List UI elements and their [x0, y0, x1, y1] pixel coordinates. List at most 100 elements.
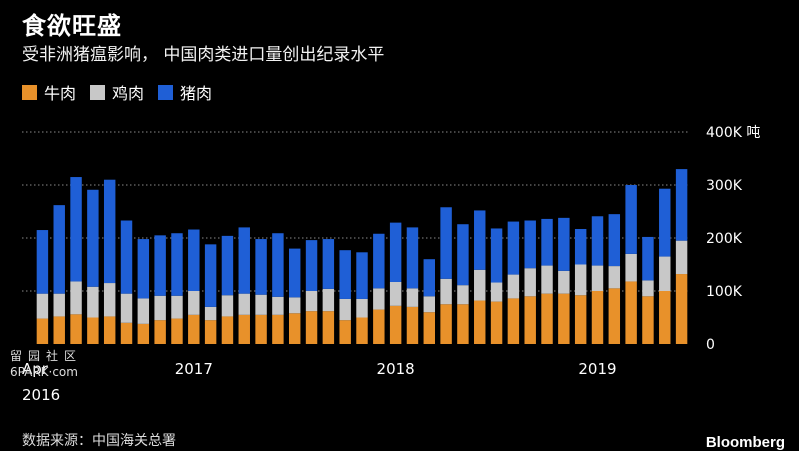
bar-segment-chicken [137, 298, 150, 324]
bar-segment-chicken [457, 285, 469, 305]
bar-segment-chicken [272, 296, 284, 315]
bar-segment-pork [53, 205, 65, 294]
bar-segment-beef [440, 304, 452, 344]
bar-segment-beef [103, 316, 116, 344]
y-tick-label: 300K [706, 178, 743, 194]
legend-label-pork: 猪肉 [180, 84, 213, 103]
bar-segment-beef [457, 304, 469, 344]
bar-segment-chicken [507, 274, 520, 299]
bar-segment-chicken [188, 291, 200, 315]
bar-segment-pork [591, 216, 604, 266]
bar-segment-beef [171, 318, 183, 344]
bar-segment-pork [524, 220, 536, 269]
legend-swatch-chicken [90, 84, 106, 100]
bar-segment-pork [541, 218, 553, 266]
bar-segment-beef [507, 298, 520, 344]
bar-segment-pork [305, 240, 318, 291]
legend-swatch-beef [22, 84, 37, 100]
bar-segment-pork [423, 259, 435, 297]
bar-segment-chicken [53, 293, 65, 317]
bar-segment-beef [541, 293, 553, 344]
bar-segment-beef [339, 320, 351, 344]
bar-segment-beef [305, 311, 318, 344]
y-tick-label: 0 [706, 337, 715, 353]
bar-segment-chicken [675, 240, 688, 275]
bar-segment-beef [154, 320, 166, 344]
bar-segment-chicken [389, 281, 402, 306]
bar-segment-pork [642, 236, 654, 281]
bar-segment-pork [389, 222, 402, 282]
bar-segment-chicken [541, 265, 553, 294]
bar-segment-pork [356, 252, 368, 299]
bar-segment-pork [272, 233, 284, 297]
bar-segment-beef [87, 317, 99, 344]
bar-segment-beef [591, 291, 604, 344]
bar-segment-chicken [625, 253, 637, 282]
bar-segment-beef [221, 316, 234, 344]
legend-swatch-pork [158, 84, 174, 100]
bar-segment-beef [574, 295, 587, 344]
bar-segment-beef [272, 314, 284, 344]
bar-segment-pork [507, 221, 520, 275]
bar-segment-beef [659, 291, 671, 344]
watermark-line1: 留园社区 [10, 349, 83, 363]
bar-segment-chicken [608, 266, 621, 289]
x-tick-label: 2019 [578, 360, 616, 378]
x-tick-label: 2017 [175, 360, 213, 378]
bar-segment-chicken [574, 264, 587, 296]
legend-item-beef: 牛肉 [22, 80, 76, 104]
x-tick-sublabel: 2016 [22, 386, 60, 404]
watermark-line2: 6PARK·com [10, 365, 78, 379]
bar-segment-pork [188, 229, 200, 291]
bar-segment-chicken [373, 288, 385, 310]
bar-segment-beef [289, 313, 301, 344]
bar-segment-chicken [591, 265, 604, 291]
bar-segment-chicken [406, 288, 419, 307]
bar-segment-chicken [154, 295, 166, 321]
bar-segment-chicken [204, 306, 217, 321]
bar-segment-beef [137, 323, 150, 344]
legend-item-chicken: 鸡肉 [90, 80, 144, 104]
bar-segment-beef [524, 296, 536, 344]
bar-segment-pork [490, 228, 503, 283]
bar-segment-chicken [36, 293, 49, 319]
bar-segment-chicken [423, 296, 435, 313]
bar-segment-beef [675, 274, 688, 344]
bar-segment-chicken [474, 269, 486, 301]
bar-segment-pork [120, 220, 133, 294]
bar-segment-beef [558, 293, 570, 344]
bar-segment-beef [608, 288, 621, 344]
bar-segment-beef [474, 300, 486, 344]
bar-segment-beef [322, 311, 335, 344]
bar-segment-pork [36, 230, 49, 294]
watermark: 留园社区 6PARK·com [10, 348, 82, 380]
bar-segment-pork [87, 189, 99, 287]
x-tick-label: 2018 [377, 360, 415, 378]
bar-segment-beef [389, 305, 402, 344]
bar-segment-beef [188, 314, 200, 344]
bar-segment-chicken [490, 282, 503, 302]
bar-segment-pork [625, 185, 637, 254]
bar-segment-chicken [103, 283, 116, 317]
bar-segment-chicken [289, 297, 301, 314]
bar-segment-beef [36, 318, 49, 344]
bar-segment-chicken [255, 294, 267, 315]
bar-segment-beef [373, 309, 385, 344]
bar-segment-pork [406, 227, 419, 289]
bar-segment-pork [474, 210, 486, 270]
bar-segment-beef [70, 314, 82, 344]
bar-segment-pork [137, 239, 150, 299]
bar-segment-chicken [87, 286, 99, 318]
legend-label-beef: 牛肉 [44, 84, 77, 103]
bar-segment-chicken [171, 295, 183, 319]
bar-segment-beef [255, 314, 267, 344]
bar-segment-chicken [70, 281, 82, 315]
bar-segment-pork [70, 177, 82, 282]
data-source: 数据来源：中国海关总署 [22, 433, 176, 449]
bar-segment-beef [625, 281, 637, 344]
bar-segment-pork [221, 235, 234, 296]
bar-segment-chicken [339, 298, 351, 321]
bar-segment-pork [659, 188, 671, 257]
y-tick-label: 100K [706, 284, 743, 300]
